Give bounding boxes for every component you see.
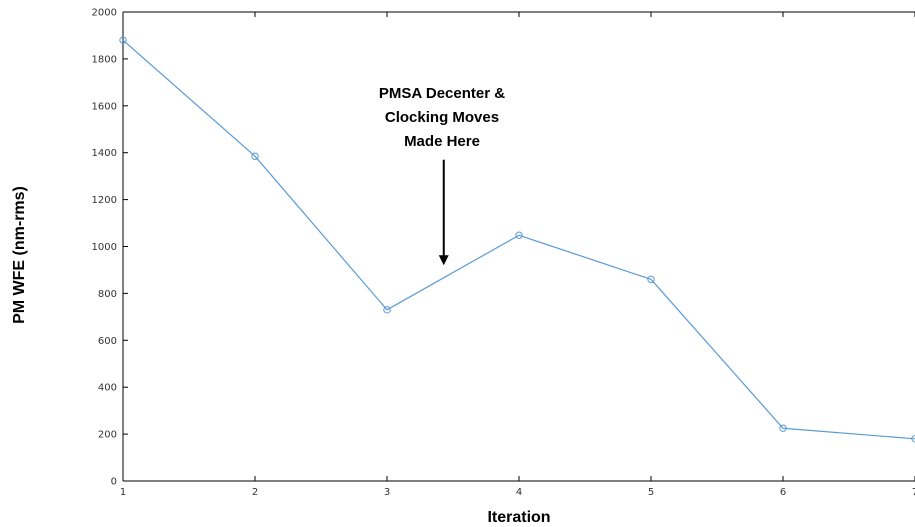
data-point [119,36,127,44]
y-tick-label: 1600 [92,101,117,112]
x-tick-label: 1 [120,487,126,498]
series-line [122,39,915,440]
x-tick-label: 3 [384,487,390,498]
annotation: PMSA Decenter & Clocking Moves Made Here [379,85,505,266]
y-tick-label: 0 [111,477,117,488]
annotation-line-3: Made Here [404,133,480,150]
data-point [383,306,391,314]
y-tick-label: 1000 [92,242,117,253]
y-tick-label: 200 [98,430,117,441]
y-tick-label: 400 [98,383,117,394]
annotation-line-2: Clocking Moves [385,109,499,126]
x-axis-title: Iteration [487,509,550,526]
annotation-line-1: PMSA Decenter & [379,85,505,102]
y-tick-label: 2000 [92,8,117,19]
annotation-arrow-head [438,255,449,266]
x-axis-ticks: 1 2 3 4 5 6 7 [120,12,915,498]
x-tick-label: 5 [648,487,654,498]
y-axis-ticks: 0 200 400 600 800 1000 1200 1400 1600 1800 2000 [92,8,128,488]
series-group [119,36,915,443]
y-tick-label: 1400 [92,148,117,159]
x-tick-label: 7 [912,487,915,498]
y-tick-label: 800 [98,289,117,300]
y-tick-label: 1200 [92,195,117,206]
data-point [647,275,655,284]
data-point [251,152,259,160]
plot-frame [122,11,915,482]
y-axis-title: PM WFE (nm-rms) [11,186,28,324]
y-tick-label: 1800 [92,54,117,65]
x-tick-label: 4 [516,487,522,498]
y-tick-label: 600 [98,336,117,347]
data-point [779,424,787,432]
x-tick-label: 2 [252,487,258,498]
data-point [515,231,523,239]
x-tick-label: 6 [780,487,786,498]
